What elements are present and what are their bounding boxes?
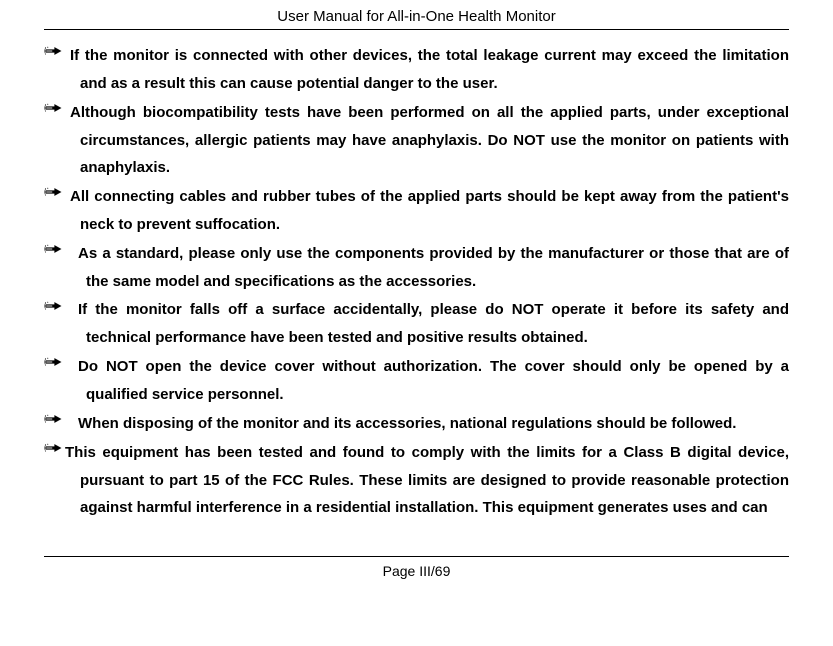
pointing-hand-icon bbox=[44, 97, 62, 125]
bullet-text: This equipment has been tested and found… bbox=[65, 444, 789, 517]
pointing-hand-icon bbox=[44, 181, 62, 209]
header-title: User Manual for All-in-One Health Monito… bbox=[277, 8, 555, 25]
pointing-hand-icon bbox=[44, 238, 62, 266]
bullet-text: If the monitor is connected with other d… bbox=[70, 47, 789, 92]
list-item: If the monitor falls off a surface accid… bbox=[44, 296, 789, 352]
pointing-hand-icon bbox=[44, 40, 62, 68]
list-item: As a standard, please only use the compo… bbox=[44, 240, 789, 296]
bullet-text: As a standard, please only use the compo… bbox=[78, 245, 789, 290]
content-body: If the monitor is connected with other d… bbox=[44, 30, 789, 522]
pointing-hand-icon bbox=[44, 437, 62, 465]
bullet-text: Do NOT open the device cover without aut… bbox=[78, 358, 789, 403]
pointing-hand-icon bbox=[44, 408, 62, 436]
bullet-text: Although biocompatibility tests have bee… bbox=[70, 104, 789, 177]
list-item: Although biocompatibility tests have bee… bbox=[44, 99, 789, 182]
bullet-text: When disposing of the monitor and its ac… bbox=[78, 415, 736, 432]
list-item: All connecting cables and rubber tubes o… bbox=[44, 183, 789, 239]
page-header: User Manual for All-in-One Health Monito… bbox=[44, 0, 789, 30]
bullet-text: If the monitor falls off a surface accid… bbox=[78, 301, 789, 346]
page-footer: Page III/69 bbox=[44, 556, 789, 579]
pointing-hand-icon bbox=[44, 295, 62, 323]
page-number: Page III/69 bbox=[383, 563, 451, 579]
list-item: When disposing of the monitor and its ac… bbox=[44, 410, 789, 438]
list-item: This equipment has been tested and found… bbox=[44, 439, 789, 522]
list-item: If the monitor is connected with other d… bbox=[44, 42, 789, 98]
list-item: Do NOT open the device cover without aut… bbox=[44, 353, 789, 409]
pointing-hand-icon bbox=[44, 351, 62, 379]
bullet-text: All connecting cables and rubber tubes o… bbox=[70, 188, 789, 233]
document-page: User Manual for All-in-One Health Monito… bbox=[0, 0, 833, 579]
